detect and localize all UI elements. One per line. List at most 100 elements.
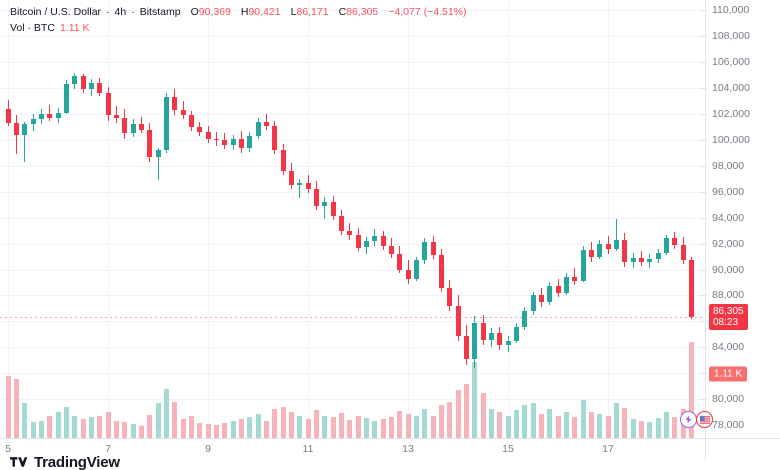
volume-bar	[80, 418, 86, 438]
candle-wick	[299, 178, 300, 199]
legend-symbol-row[interactable]: Bitcoin / U.S. Dollar · 4h · Bitstamp O90,369…	[10, 6, 467, 19]
candle-body	[280, 150, 286, 172]
candle-body	[155, 150, 161, 157]
candle-body	[605, 243, 611, 249]
grid-line-vertical	[8, 0, 9, 438]
volume-bar	[513, 410, 519, 438]
interval-label[interactable]: 4h	[114, 6, 127, 18]
time-axis-tick: 11	[302, 443, 314, 455]
candle-body	[171, 97, 177, 111]
close-key: C	[338, 6, 347, 18]
candle-body	[580, 250, 586, 282]
candle-wick	[116, 106, 117, 124]
candle-body	[30, 119, 36, 125]
time-scale[interactable]: 5 7 9 11 13 15 17	[0, 438, 705, 460]
price-tick-dash	[700, 36, 707, 38]
candle-body	[163, 97, 169, 151]
legend-separator-1: ·	[106, 6, 110, 18]
volume-bar	[188, 416, 194, 438]
volume-bar	[113, 420, 119, 438]
grid-line-horizontal	[0, 217, 705, 219]
volume-bar	[438, 405, 444, 438]
volume-bar	[613, 403, 619, 438]
candle-body	[338, 216, 344, 231]
usa-flag-icon	[699, 415, 710, 424]
candle-body	[146, 129, 152, 157]
grid-line-vertical	[308, 0, 309, 438]
volume-bar	[55, 412, 61, 438]
volume-bar	[155, 403, 161, 438]
candle-body	[330, 202, 336, 217]
grid-line-horizontal	[0, 425, 705, 427]
volume-bar	[496, 412, 502, 438]
scale-corner	[705, 438, 780, 460]
candle-body	[371, 235, 377, 242]
volume-bar	[663, 412, 669, 438]
price-scale[interactable]: 110,000 108,000 106,000 104,000 102,000 100,0…	[700, 0, 780, 438]
candle-body	[313, 189, 319, 207]
grid-line-horizontal	[0, 114, 705, 116]
grid-line-horizontal	[0, 243, 705, 245]
price-axis-tick: 106,000	[700, 56, 750, 68]
candle-body	[71, 76, 77, 85]
legend-volume-row[interactable]: Vol · BTC 1.11 K	[10, 22, 467, 35]
candle-body	[246, 136, 252, 148]
candle-body	[430, 242, 436, 256]
candle-body	[596, 243, 602, 257]
us-economic-event-marker[interactable]	[696, 411, 713, 428]
candle-body	[655, 252, 661, 260]
volume-label: Vol · BTC	[10, 22, 55, 34]
volume-bar	[638, 420, 644, 438]
grid-line-horizontal	[0, 295, 705, 297]
grid-line-horizontal	[0, 88, 705, 90]
grid-line-horizontal	[0, 347, 705, 349]
grid-line-horizontal	[0, 373, 705, 375]
open-key: O	[190, 6, 199, 18]
tradingview-mark-icon	[10, 457, 28, 467]
symbol-name[interactable]: Bitcoin / U.S. Dollar	[10, 6, 102, 18]
candle-body	[496, 333, 502, 345]
volume-bar	[255, 413, 261, 438]
volume-bar	[130, 424, 136, 438]
current-price-badge[interactable]: 86,305 08:23	[709, 304, 748, 331]
volume-bar	[388, 417, 394, 438]
volume-value: 1.11 K	[59, 22, 90, 34]
volume-value-badge[interactable]: 1.11 K	[709, 366, 748, 382]
time-axis-tick: 17	[602, 443, 614, 455]
candle-body	[46, 114, 52, 118]
candle-body	[480, 322, 486, 340]
volume-bar	[413, 415, 419, 438]
exchange-label[interactable]: Bitstamp	[139, 6, 181, 18]
candle-body	[5, 108, 11, 124]
candle-body	[55, 112, 61, 118]
grid-line-horizontal	[0, 269, 705, 271]
volume-bar	[213, 425, 219, 438]
volume-bar	[321, 416, 327, 438]
price-axis-tick: 108,000	[700, 30, 750, 42]
candle-body	[288, 171, 294, 186]
volume-bar	[38, 420, 44, 438]
chart-legend: Bitcoin / U.S. Dollar · 4h · Bitstamp O90,369…	[10, 6, 467, 35]
volume-bar	[221, 423, 227, 438]
volume-bar	[571, 417, 577, 438]
time-axis-tick: 7	[105, 443, 111, 455]
candle-wick	[24, 121, 25, 162]
price-tick-dash	[700, 295, 707, 297]
price-tick-dash	[700, 217, 707, 219]
chart-plot-area[interactable]	[0, 0, 713, 438]
economic-event-marker[interactable]	[680, 411, 697, 428]
candle-body	[205, 132, 211, 139]
open-value: 90,369	[198, 6, 231, 18]
price-tick-dash	[700, 399, 707, 401]
volume-bar	[305, 418, 311, 438]
tradingview-logo[interactable]: TradingView	[10, 455, 120, 470]
candle-body	[196, 126, 202, 133]
volume-bar	[421, 409, 427, 438]
candle-body	[455, 305, 461, 336]
price-tick-dash	[700, 88, 707, 90]
volume-bar	[163, 388, 169, 438]
volume-bar	[405, 413, 411, 438]
volume-bar	[430, 416, 436, 438]
candle-body	[588, 250, 594, 257]
